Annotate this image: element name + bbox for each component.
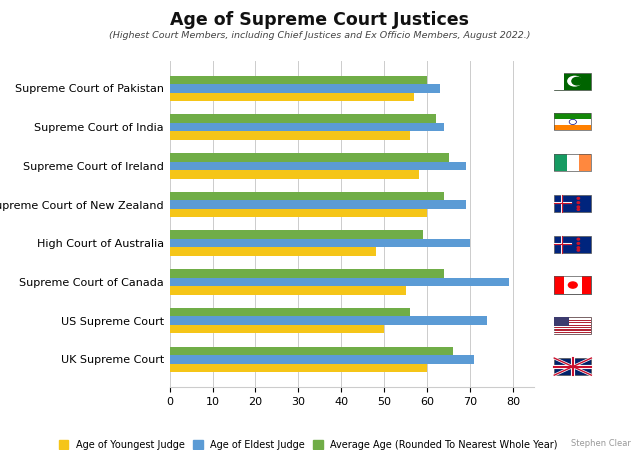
Bar (170, 123, 444, 131)
Bar (170, 131, 410, 140)
Bar (170, 316, 487, 325)
Text: (Highest Court Members, including Chief Justices and Ex Officio Members, August : (Highest Court Members, including Chief … (109, 32, 531, 40)
Bar (170, 93, 414, 101)
Bar (170, 76, 427, 84)
Bar (170, 209, 427, 217)
Legend: Age of Youngest Judge, Age of Eldest Judge, Average Age (Rounded To Nearest Whol: Age of Youngest Judge, Age of Eldest Jud… (55, 436, 562, 450)
Bar (170, 239, 470, 248)
Bar (170, 170, 419, 179)
Bar (170, 308, 410, 316)
Bar (170, 192, 444, 200)
Text: Stephen Clear: Stephen Clear (570, 439, 630, 448)
Bar (170, 200, 466, 209)
Bar (170, 114, 436, 123)
Bar (170, 278, 509, 286)
Bar (170, 84, 440, 93)
Bar (170, 162, 466, 170)
Bar (170, 286, 406, 295)
Bar (170, 230, 423, 239)
Bar (170, 248, 376, 256)
Bar (170, 346, 453, 355)
Bar (170, 269, 444, 278)
Bar (170, 325, 384, 333)
Bar (170, 364, 427, 372)
Bar (170, 355, 474, 364)
Bar (170, 153, 449, 162)
Text: Age of Supreme Court Justices: Age of Supreme Court Justices (170, 11, 470, 29)
